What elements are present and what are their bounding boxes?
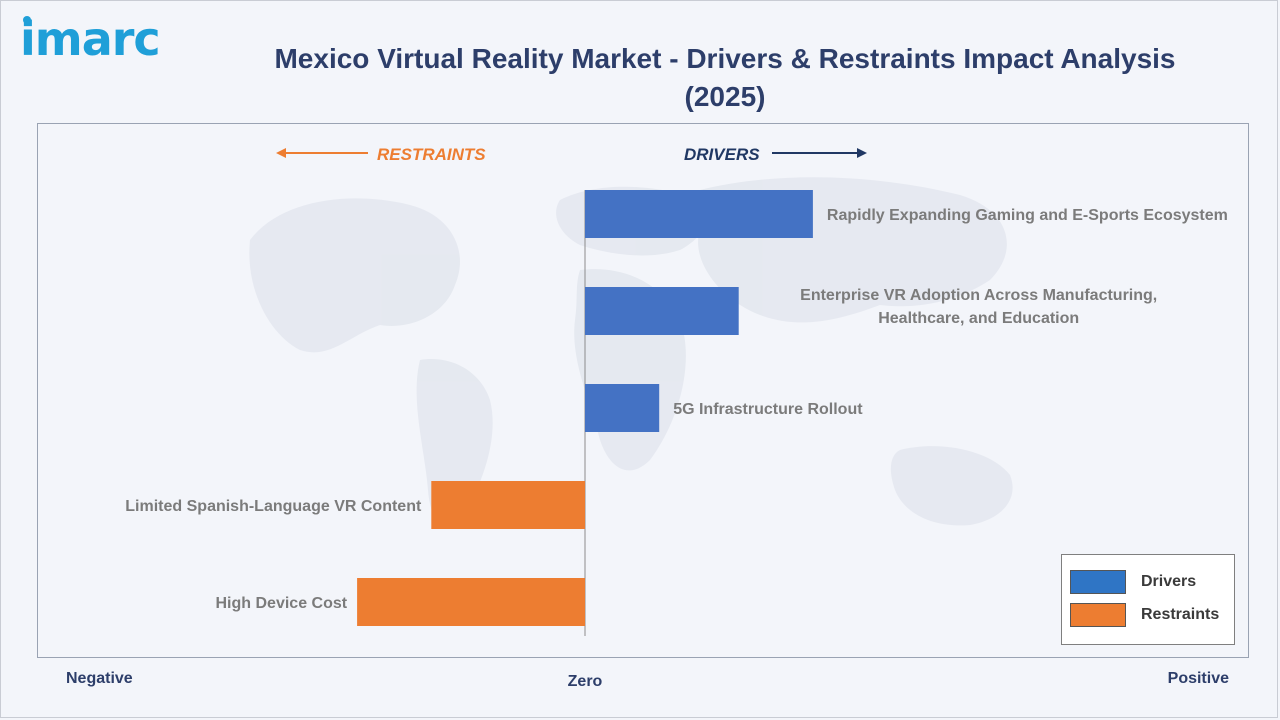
chart-title: Mexico Virtual Reality Market - Drivers … bbox=[274, 43, 1176, 112]
bar-label-1: Rapidly Expanding Gaming and E-Sports Ec… bbox=[827, 207, 1228, 224]
plot-area bbox=[37, 123, 1249, 658]
legend-swatch-restraints bbox=[1070, 603, 1126, 627]
imarc-logo: imarc bbox=[20, 12, 161, 66]
right-arrow-icon bbox=[857, 148, 867, 158]
drivers-direction-label: DRIVERS bbox=[684, 145, 760, 164]
bar-driver-1 bbox=[585, 190, 813, 238]
legend: Drivers Restraints bbox=[1061, 554, 1235, 645]
bar-label-3: 5G Infrastructure Rollout bbox=[673, 401, 863, 418]
bar-driver-3 bbox=[585, 384, 660, 432]
bar-label-5: High Device Cost bbox=[216, 595, 348, 612]
bar-label-4: Limited Spanish-Language VR Content bbox=[125, 498, 422, 515]
legend-label-drivers: Drivers bbox=[1141, 573, 1197, 590]
axis-negative-label: Negative bbox=[66, 670, 133, 687]
legend-item-drivers: Drivers bbox=[1070, 569, 1196, 595]
bar-restraint-4 bbox=[431, 481, 585, 529]
bar-label-2: Enterprise VR Adoption Across Manufactur… bbox=[800, 287, 1157, 327]
bar-restraint-5 bbox=[357, 578, 585, 626]
axis-zero-label: Zero bbox=[568, 673, 603, 690]
left-arrow-icon bbox=[276, 148, 286, 158]
axis-positive-label: Positive bbox=[1168, 670, 1229, 687]
legend-item-restraints: Restraints bbox=[1070, 602, 1219, 628]
legend-swatch-drivers bbox=[1070, 570, 1126, 594]
logo-dot bbox=[23, 16, 31, 24]
bar-driver-2 bbox=[585, 287, 739, 335]
restraints-direction-label: RESTRAINTS bbox=[377, 145, 486, 164]
legend-label-restraints: Restraints bbox=[1141, 606, 1220, 623]
